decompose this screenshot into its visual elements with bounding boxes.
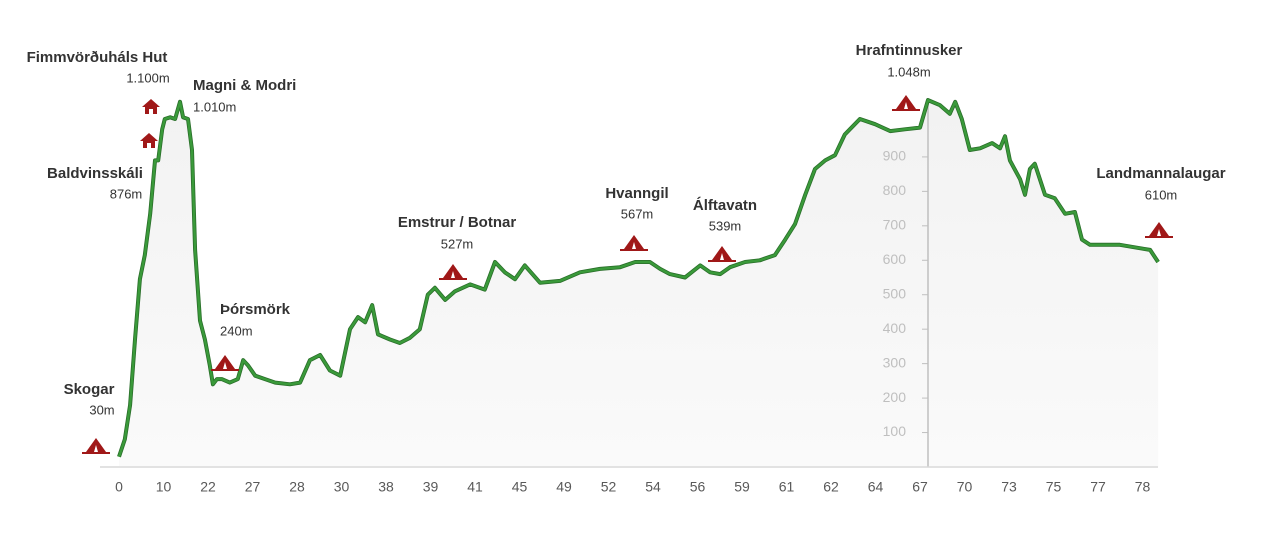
y-tick-label: 700 (883, 217, 907, 233)
x-tick-label: 10 (156, 479, 172, 495)
y-tick-label: 800 (883, 182, 907, 198)
place-elevation: 1.100m (126, 70, 169, 85)
y-tick-label: 600 (883, 251, 907, 267)
x-tick-label: 45 (512, 479, 528, 495)
hut-icon (140, 133, 158, 148)
tent-icon (86, 438, 106, 452)
x-tick-label: 28 (289, 479, 305, 495)
x-tick-label: 73 (1001, 479, 1017, 495)
tent-icon (1149, 222, 1169, 236)
y-tick-label: 500 (883, 285, 907, 301)
x-tick-label: 75 (1046, 479, 1062, 495)
y-tick-label: 900 (883, 148, 907, 164)
place-name: Hrafntinnusker (856, 42, 963, 59)
x-tick-label: 27 (245, 479, 261, 495)
place-elevation: 539m (709, 218, 742, 233)
x-tick-label: 78 (1135, 479, 1151, 495)
y-tick-label: 100 (883, 423, 907, 439)
x-tick-label: 41 (467, 479, 483, 495)
x-tick-label: 39 (423, 479, 439, 495)
x-tick-label: 30 (334, 479, 350, 495)
place-name: Magni & Modri (193, 77, 296, 94)
x-tick-label: 70 (957, 479, 973, 495)
place-elevation: 876m (110, 186, 143, 201)
tent-icon (215, 355, 235, 369)
x-tick-label: 22 (200, 479, 216, 495)
x-tick-label: 54 (645, 479, 661, 495)
place-elevation: 567m (621, 206, 654, 221)
tent-icon (896, 95, 916, 109)
place-name: Álftavatn (693, 197, 757, 214)
place-name: Þórsmörk (220, 301, 291, 318)
place-name: Baldvinsskáli (47, 165, 143, 182)
x-tick-label: 59 (734, 479, 750, 495)
place-elevation: 610m (1145, 187, 1178, 202)
tent-icon (624, 235, 644, 249)
place-name: Landmannalaugar (1096, 165, 1225, 182)
x-tick-label: 64 (868, 479, 884, 495)
place-name: Fimmvörðuháls Hut (27, 49, 168, 66)
x-tick-label: 0 (115, 479, 123, 495)
elevation-line (117, 98, 1160, 458)
x-tick-label: 77 (1090, 479, 1106, 495)
y-tick-label: 300 (883, 354, 907, 370)
place-name: Emstrur / Botnar (398, 214, 517, 231)
tent-icon (712, 246, 732, 260)
place-elevation: 1.048m (887, 64, 930, 79)
place-elevation: 1.010m (193, 99, 236, 114)
place-name: Hvanngil (605, 185, 668, 202)
place-elevation: 527m (441, 236, 474, 251)
place-name: Skogar (64, 381, 115, 398)
x-tick-label: 62 (823, 479, 839, 495)
x-tick-label: 52 (601, 479, 617, 495)
x-tick-label: 56 (690, 479, 706, 495)
tent-icon (443, 264, 463, 278)
y-tick-label: 200 (883, 389, 907, 405)
area (119, 100, 1159, 467)
y-tick-label: 400 (883, 320, 907, 336)
x-tick-label: 49 (556, 479, 572, 495)
place-elevation: 240m (220, 323, 253, 338)
hut-icon (142, 99, 160, 114)
place-elevation: 30m (89, 402, 114, 417)
x-tick-label: 38 (378, 479, 394, 495)
x-tick-label: 61 (779, 479, 795, 495)
x-tick-label: 67 (912, 479, 928, 495)
